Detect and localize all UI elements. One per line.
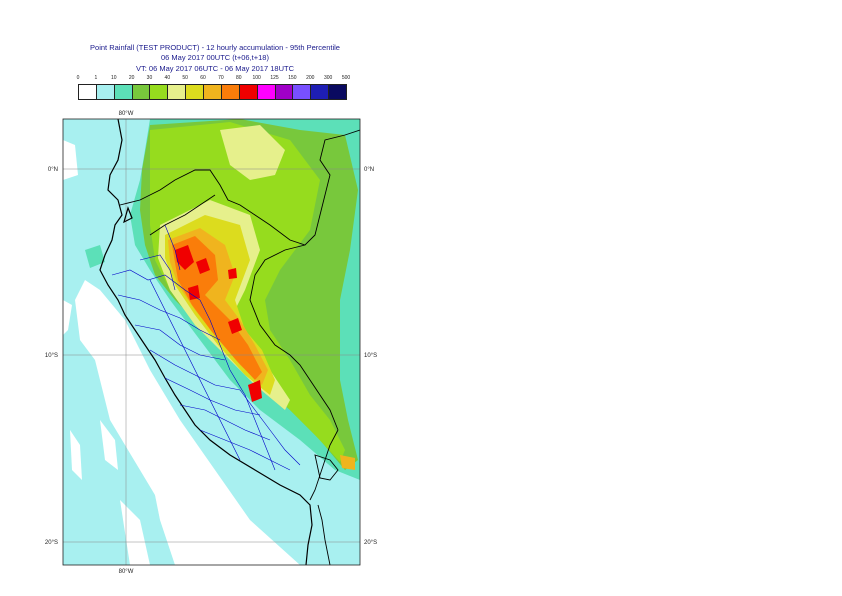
colorbar-legend: 0 1 10 20 30 40 50 60 70 80 100 125 150 200 300 500	[76, 75, 350, 105]
legend-threshold-label: 80	[236, 75, 242, 81]
graticule	[63, 119, 360, 565]
chart-title: Point Rainfall (TEST PRODUCT) - 12 hourl…	[90, 43, 340, 52]
lat-label-right-20s: 20°S	[364, 540, 377, 546]
lon-label-bottom: 80°W	[119, 569, 134, 575]
run-time-label: 06 May 2017 00UTC (t+06,t+18)	[161, 53, 269, 62]
legend-threshold-label: 200	[306, 75, 315, 81]
legend-threshold-label: 0	[76, 75, 80, 81]
lat-label-left-10s: 10°S	[45, 353, 58, 359]
admin-boundaries	[111, 224, 301, 471]
lon-label-top: 80°W	[119, 111, 134, 117]
legend-threshold-label: 20	[128, 75, 135, 81]
legend-threshold-label: 500	[341, 75, 351, 81]
country-borders	[119, 129, 360, 565]
coastline	[99, 119, 313, 565]
legend-threshold-label: 10	[110, 75, 117, 81]
lat-label-left-0: 0°N	[48, 167, 58, 173]
legend-threshold-label: 60	[200, 75, 206, 81]
legend-threshold-label: 1	[94, 75, 98, 81]
legend-threshold-label: 300	[323, 75, 333, 81]
lat-label-left-20s: 20°S	[45, 540, 58, 546]
legend-color-box	[328, 84, 347, 100]
legend-threshold-label: 150	[288, 75, 297, 81]
valid-time-label: VT: 06 May 2017 06UTC - 06 May 2017 18UT…	[136, 64, 294, 73]
legend-threshold-label: 40	[164, 75, 171, 81]
rainfall-field	[63, 119, 360, 565]
legend-threshold-label: 30	[146, 75, 153, 81]
lat-label-right-0: 0°N	[364, 167, 374, 173]
legend-threshold-label: 100	[252, 75, 261, 81]
legend-threshold-label: 125	[270, 75, 279, 81]
legend-threshold-label: 70	[218, 75, 224, 81]
lat-label-right-10s: 10°S	[364, 353, 377, 359]
legend-threshold-label: 50	[182, 75, 188, 81]
map-frame	[62, 118, 361, 566]
